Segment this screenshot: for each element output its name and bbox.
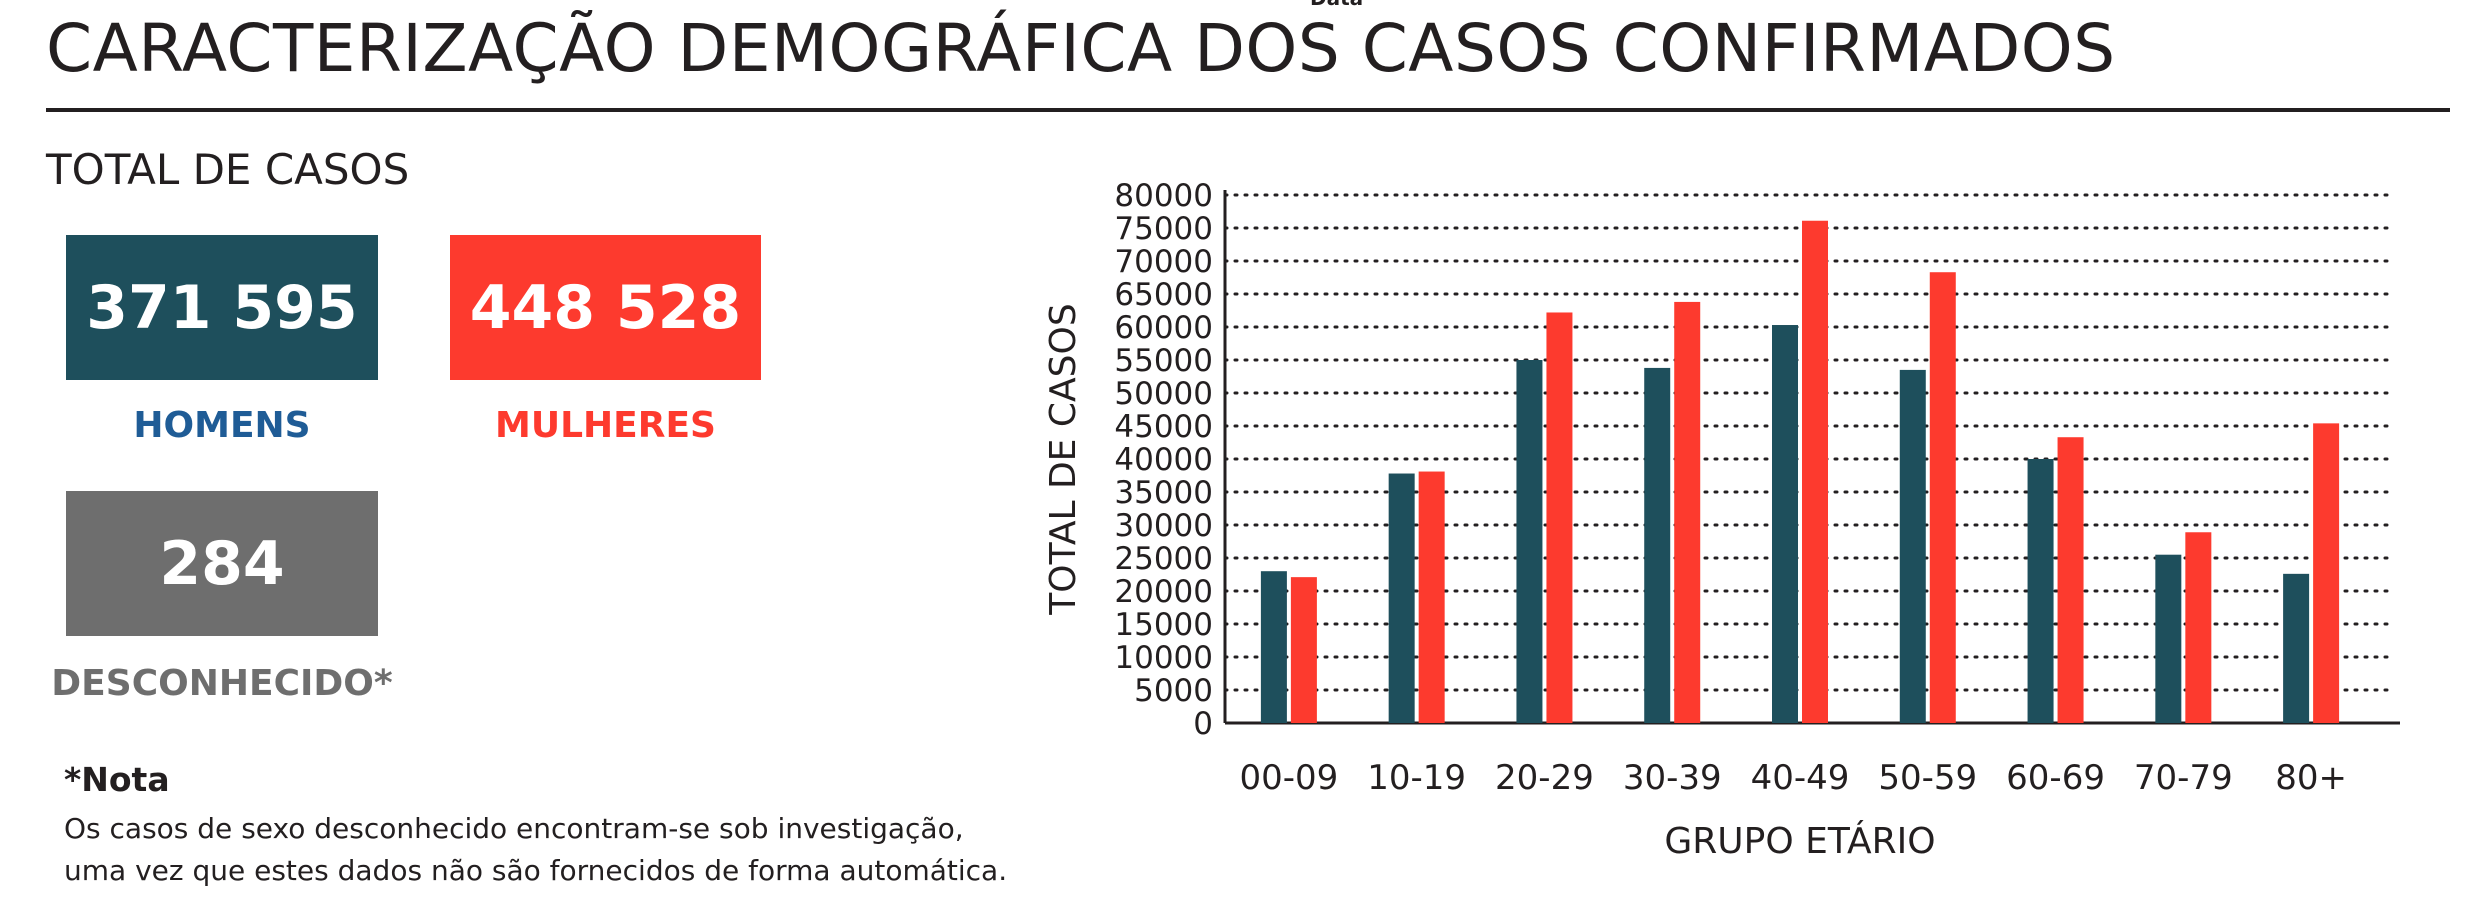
women-total-value: 448 528	[469, 272, 742, 343]
men-bar-70-79	[2155, 554, 2182, 723]
men-bar-40-49	[1772, 325, 1798, 723]
women-bar-10-19	[1418, 471, 1445, 723]
men-bar-80+	[2283, 573, 2310, 723]
cut-off-header-text: Data	[1310, 0, 1363, 10]
women-bar-30-39	[1674, 301, 1701, 723]
men-bar-50-59	[1899, 369, 1926, 723]
women-label: MULHERES	[495, 405, 716, 446]
men-bar-30-39	[1644, 367, 1671, 723]
x-tick-label: 80+	[2275, 758, 2347, 798]
men-total-value: 371 595	[86, 272, 358, 343]
unknown-total-card: 284	[66, 491, 378, 636]
x-tick-label: 40-49	[1751, 758, 1850, 798]
y-tick-label: 5000	[1134, 673, 1213, 709]
y-tick-label: 10000	[1114, 640, 1213, 676]
y-tick-label: 50000	[1114, 376, 1213, 412]
y-tick-label: 20000	[1114, 574, 1213, 610]
men-bar-20-29	[1516, 360, 1543, 723]
y-axis-title: TOTAL DE CASOS	[1043, 303, 1084, 615]
x-tick-label: 20-29	[1495, 758, 1594, 798]
totals-section-title: TOTAL DE CASOS	[46, 145, 410, 194]
y-tick-label: 55000	[1114, 343, 1213, 379]
y-tick-label: 65000	[1114, 277, 1213, 313]
women-bar-40-49	[1802, 220, 1828, 724]
x-tick-label: 00-09	[1239, 758, 1338, 798]
x-tick-label: 60-69	[2006, 758, 2105, 798]
y-tick-label: 45000	[1114, 409, 1213, 445]
title-divider	[46, 108, 2450, 112]
men-total-card: 371 595	[66, 235, 378, 380]
y-tick-label: 35000	[1114, 475, 1213, 511]
y-tick-label: 40000	[1114, 442, 1213, 478]
men-bar-00-09	[1260, 571, 1287, 723]
y-tick-label: 25000	[1114, 541, 1213, 577]
x-tick-label: 50-59	[1878, 758, 1977, 798]
note-line-2: uma vez que estes dados não são fornecid…	[64, 854, 1008, 887]
women-bar-60-69	[2057, 437, 2084, 723]
y-tick-label: 0	[1193, 706, 1213, 742]
men-bar-60-69	[2027, 459, 2054, 723]
y-tick-label: 15000	[1114, 607, 1213, 643]
x-axis-title: GRUPO ETÁRIO	[1664, 820, 1935, 862]
page-title: CARACTERIZAÇÃO DEMOGRÁFICA DOS CASOS CON…	[46, 10, 2116, 87]
note-text: Os casos de sexo desconhecido encontram-…	[64, 808, 1024, 892]
men-label: HOMENS	[133, 405, 311, 446]
women-bar-80+	[2313, 423, 2340, 723]
unknown-label: DESCONHECIDO*	[51, 663, 393, 704]
women-bar-50-59	[1929, 272, 1956, 723]
y-tick-label: 75000	[1114, 211, 1213, 247]
women-total-card: 448 528	[450, 235, 761, 380]
y-tick-label: 70000	[1114, 244, 1213, 280]
x-tick-label: 70-79	[2134, 758, 2233, 798]
note-line-1: Os casos de sexo desconhecido encontram-…	[64, 812, 964, 845]
men-bar-10-19	[1388, 473, 1415, 723]
y-tick-label: 80000	[1114, 178, 1213, 214]
women-bar-20-29	[1546, 312, 1573, 723]
note-title: *Nota	[64, 760, 170, 799]
y-tick-label: 60000	[1114, 310, 1213, 346]
women-bar-70-79	[2185, 532, 2212, 723]
unknown-total-value: 284	[159, 528, 285, 599]
age-group-bar-chart: 0500010000150002000025000300003500040000…	[1043, 178, 2400, 862]
women-bar-00-09	[1290, 577, 1317, 723]
y-tick-label: 30000	[1114, 508, 1213, 544]
x-tick-label: 30-39	[1623, 758, 1722, 798]
x-tick-label: 10-19	[1367, 758, 1466, 798]
